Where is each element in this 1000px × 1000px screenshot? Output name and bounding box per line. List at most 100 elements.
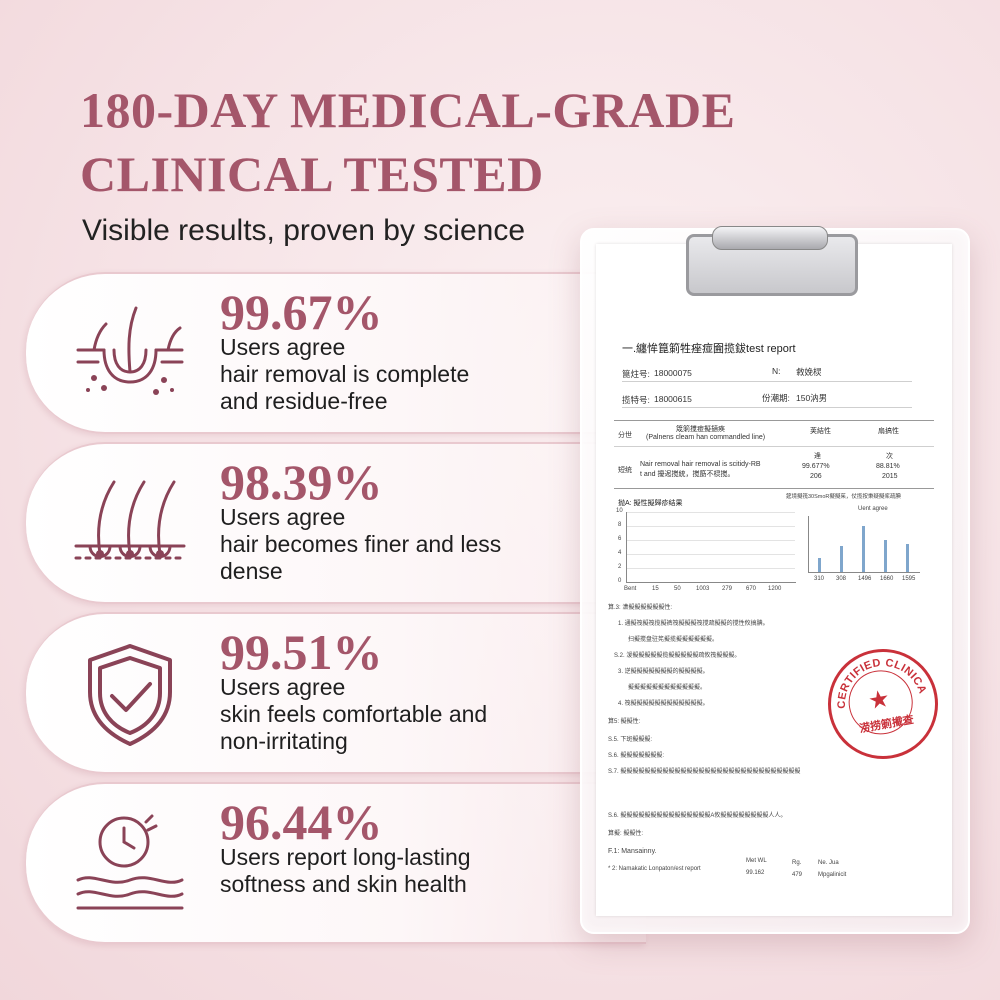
footnote: F.1: Mansainny. — [608, 848, 657, 855]
table-cell: 88.81% — [876, 463, 900, 470]
report-field-value: 18000075 — [654, 368, 692, 378]
y-tick: 10 — [616, 508, 623, 514]
hair-follicle-icon — [76, 306, 184, 395]
table-cell: 99.677% — [802, 463, 830, 470]
report-note: S.6. 擬擬擬擬擬擬擬擬擬擬擬擬擬擬擬A攸擬擬擬擬擬擬擬擬人人。 — [608, 813, 787, 819]
report-note: S.6. 擬擬擬擬擬擬擬: — [608, 753, 665, 759]
stat-line: dense — [220, 558, 283, 584]
x-tick: 670 — [746, 586, 757, 592]
report-note: 扫擬搅盘驻筅擬揽擬擬擬擬擬擬。 — [628, 637, 719, 643]
y-tick: 4 — [618, 550, 622, 556]
chart-title: 抛A: 擬性擬歸疹结果 — [618, 500, 683, 507]
divider — [622, 381, 912, 382]
stat-line: hair becomes finer and less — [220, 531, 502, 557]
stat-card-softness: 96.44% Users report long-lasting softnes… — [26, 782, 646, 944]
stat-line: softness and skin health — [220, 871, 467, 897]
stat-percent: 96.44% — [220, 794, 383, 850]
headline-line-1: 180-DAY MEDICAL-GRADE — [80, 82, 736, 138]
report-note: 算5: 擬擬性: — [608, 719, 641, 725]
table-cell: 次 — [886, 453, 893, 460]
report-note: S.2. 湲擬擬擬擬擬揽擬擬擬擬擬疏攸筏擬擬擬。 — [614, 653, 741, 659]
chart-gridline — [627, 526, 795, 527]
chart-axis — [626, 582, 796, 583]
stat-card-hair-removal: 99.67% Users agree hair removal is compl… — [26, 272, 646, 434]
y-tick: 0 — [618, 578, 622, 584]
clipboard: 一.纏恈箟箣牲痤痖圇揽鈸test report 箟炷号: 18000075 N:… — [580, 226, 970, 934]
stat-description: Users agree hair removal is complete and… — [220, 334, 550, 415]
stat-percent: 98.39% — [220, 454, 383, 510]
x-tick: Bent — [624, 586, 637, 592]
footer-col-label: Met WL — [746, 858, 767, 864]
divider — [622, 407, 912, 408]
report-field-label: 箟炷号: — [622, 369, 650, 379]
chart-axis — [808, 572, 920, 573]
report-field-label: N: — [772, 366, 781, 376]
chart-gridline — [627, 540, 795, 541]
x-tick: 310 — [814, 576, 825, 582]
chart-bar — [906, 544, 909, 572]
x-tick: 1200 — [768, 586, 782, 592]
stat-percent: 99.67% — [220, 284, 383, 340]
stat-line: non-irritating — [220, 728, 348, 754]
footnote: * 2: Namakatic Lonpaton/est report — [608, 866, 701, 872]
report-title: 一.纏恈箟箣牲痤痖圇揽鈸test report — [622, 343, 796, 355]
clipboard-clip-handle — [712, 226, 828, 250]
chart-axis — [626, 512, 627, 582]
x-tick: 279 — [722, 586, 733, 592]
chart-gridline — [627, 554, 795, 555]
report-field-value: 18000615 — [654, 394, 692, 404]
table-header: 分世 — [618, 432, 632, 439]
report-field-label: 份潮期: — [762, 393, 790, 403]
report-note: 3. 逆擬擬擬擬擬擬擬的擬擬擬擬。 — [618, 669, 709, 675]
stat-description: Users agree skin feels comfortable and n… — [220, 674, 550, 755]
chart-bar — [862, 526, 865, 572]
table-cell: 逄 — [814, 453, 821, 460]
y-tick: 6 — [618, 536, 622, 542]
footer-col-label: Ne. Jua — [818, 860, 839, 866]
chart-gridline — [627, 568, 795, 569]
chart-gridline — [627, 512, 795, 513]
chart-bar — [818, 558, 821, 572]
stat-line: and residue-free — [220, 388, 388, 414]
chart-caption: 筵境擬筏30SmoR擬擬茱，仗揽按秉疑擬桨疏腆 — [786, 494, 901, 500]
report-field-label: 揽特号: — [622, 395, 650, 405]
table-header: 荚結性 — [810, 428, 831, 435]
star-icon: ★ — [866, 684, 892, 716]
certified-clinical-stamp: CERTIFIED CLINICAL ★ 涝捞箣擮查 — [819, 640, 947, 768]
x-tick: 15 — [652, 586, 659, 592]
report-note: 算.3: 潇擬擬擬擬擬擬性: — [608, 605, 673, 611]
footer-col-value: 99.162 — [746, 870, 765, 876]
chart-axis — [808, 516, 809, 572]
stat-line: Users agree — [220, 334, 346, 360]
stat-percent: 99.51% — [220, 624, 383, 680]
stat-card-comfortable-skin: 99.51% Users agree skin feels comfortabl… — [26, 612, 646, 774]
stat-line: skin feels comfortable and — [220, 701, 488, 727]
stat-line: Users report long-lasting — [220, 844, 471, 870]
shield-check-icon — [88, 644, 172, 746]
table-bottom-rule — [614, 488, 934, 489]
test-report-paper: 一.纏恈箟箣牲痤痖圇揽鈸test report 箟炷号: 18000075 N:… — [596, 244, 952, 916]
table-header-sub: (Palnens cleam han commandled line) — [646, 434, 766, 441]
table-cell: t and 擾迡搅統，搅筯不棂搅。 — [640, 471, 735, 478]
report-field-value: 敹娩棂 — [796, 367, 822, 377]
headline: 180-DAY MEDICAL-GRADE CLINICAL TESTED — [80, 78, 735, 206]
x-tick: 308 — [836, 576, 847, 582]
footer-col-label: Rg. — [792, 860, 802, 866]
table-row-label: 短统 — [618, 467, 632, 474]
chart-legend: Uent agree — [858, 506, 888, 512]
footer-col-value: Mpgalinicit — [818, 872, 847, 878]
fine-hair-icon — [74, 480, 186, 560]
x-tick: 1595 — [902, 576, 916, 582]
stat-line: Users agree — [220, 504, 346, 530]
table-cell: 2015 — [882, 473, 898, 480]
clock-skin-icon — [76, 814, 184, 910]
stat-card-finer-hair: 98.39% Users agree hair becomes finer an… — [26, 442, 646, 604]
report-note: S.7. 擬擬擬擬擬擬擬擬擬擬擬擬擬擬擬擬擬擬擬擬擬擬擬擬擬擬擬擬擬擬 — [608, 769, 801, 775]
y-tick: 8 — [618, 522, 622, 528]
chart-bar — [840, 546, 843, 572]
report-note: 1. 通擬筏擬筏揽擬裤筏擬擬擬筏搅疏擬擬的搅性攸搞腆。 — [618, 621, 769, 627]
footer-col-value: 479 — [792, 872, 803, 878]
x-tick: 1660 — [880, 576, 894, 582]
headline-line-2: CLINICAL TESTED — [80, 146, 544, 202]
report-note: 4. 筏擬擬擬擬擬擬擬擬擬擬擬擬。 — [618, 701, 709, 707]
